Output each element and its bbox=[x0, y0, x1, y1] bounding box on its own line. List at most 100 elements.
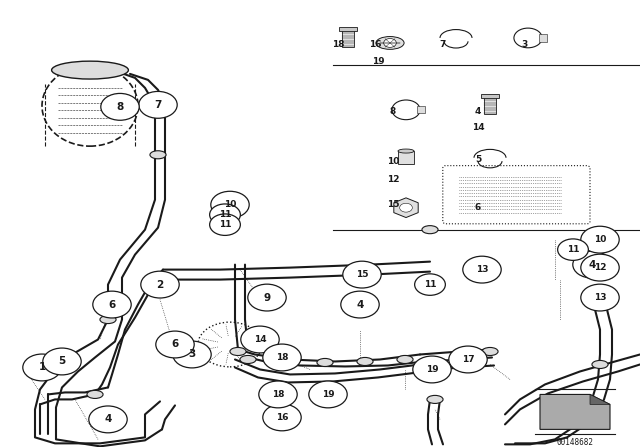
Circle shape bbox=[141, 271, 179, 298]
Text: 3: 3 bbox=[188, 349, 196, 359]
Text: 19: 19 bbox=[426, 365, 438, 374]
Circle shape bbox=[383, 39, 396, 47]
Text: 16: 16 bbox=[369, 40, 381, 49]
Ellipse shape bbox=[42, 65, 138, 146]
Text: 11: 11 bbox=[219, 210, 231, 219]
Text: 8: 8 bbox=[390, 108, 396, 116]
Ellipse shape bbox=[198, 322, 262, 367]
Text: 15: 15 bbox=[356, 270, 368, 279]
Circle shape bbox=[23, 354, 61, 381]
Bar bbox=[481, 94, 499, 98]
Text: 10: 10 bbox=[387, 157, 399, 166]
Circle shape bbox=[557, 239, 588, 260]
Circle shape bbox=[101, 94, 140, 120]
Text: 3: 3 bbox=[522, 40, 528, 49]
Text: 10: 10 bbox=[594, 235, 606, 244]
Ellipse shape bbox=[52, 61, 129, 79]
Circle shape bbox=[211, 191, 249, 218]
Text: 7: 7 bbox=[440, 40, 446, 49]
Ellipse shape bbox=[100, 315, 116, 323]
Ellipse shape bbox=[317, 358, 333, 366]
Text: 16: 16 bbox=[276, 413, 288, 422]
Text: 5: 5 bbox=[58, 357, 66, 366]
Ellipse shape bbox=[397, 355, 413, 363]
Text: 13: 13 bbox=[476, 265, 488, 274]
Text: 8: 8 bbox=[116, 102, 124, 112]
Ellipse shape bbox=[87, 390, 103, 398]
Circle shape bbox=[43, 348, 81, 375]
Circle shape bbox=[573, 251, 611, 278]
Bar bbox=[342, 29, 354, 47]
Circle shape bbox=[309, 381, 348, 408]
Ellipse shape bbox=[398, 149, 414, 153]
Text: 4: 4 bbox=[588, 259, 596, 270]
Circle shape bbox=[248, 284, 286, 311]
Circle shape bbox=[93, 291, 131, 318]
Circle shape bbox=[210, 204, 241, 225]
Text: 11: 11 bbox=[424, 280, 436, 289]
Circle shape bbox=[413, 356, 451, 383]
Circle shape bbox=[343, 261, 381, 288]
Text: 14: 14 bbox=[253, 335, 266, 344]
Text: 4: 4 bbox=[475, 108, 481, 116]
Text: 18: 18 bbox=[276, 353, 288, 362]
Bar bbox=[339, 26, 356, 31]
Text: 5: 5 bbox=[475, 155, 481, 164]
Bar bbox=[398, 151, 414, 164]
Circle shape bbox=[139, 91, 177, 118]
Ellipse shape bbox=[482, 348, 498, 356]
Text: 6: 6 bbox=[108, 300, 116, 310]
Text: 12: 12 bbox=[387, 175, 399, 184]
Text: 11: 11 bbox=[219, 220, 231, 229]
Circle shape bbox=[263, 344, 301, 371]
Text: 7: 7 bbox=[154, 100, 162, 110]
Ellipse shape bbox=[376, 37, 404, 49]
Text: 18: 18 bbox=[272, 390, 284, 399]
Text: 6: 6 bbox=[172, 340, 179, 349]
Text: 19: 19 bbox=[322, 390, 334, 399]
Ellipse shape bbox=[427, 396, 443, 404]
Circle shape bbox=[341, 291, 380, 318]
Text: 00148682: 00148682 bbox=[557, 438, 593, 447]
Text: 2: 2 bbox=[156, 280, 164, 289]
Circle shape bbox=[399, 203, 412, 212]
Text: 13: 13 bbox=[594, 293, 606, 302]
Ellipse shape bbox=[592, 361, 608, 369]
Text: 6: 6 bbox=[475, 203, 481, 212]
Text: 19: 19 bbox=[372, 57, 384, 66]
Text: 17: 17 bbox=[461, 355, 474, 364]
Text: 11: 11 bbox=[567, 245, 579, 254]
Bar bbox=[484, 95, 496, 114]
Polygon shape bbox=[540, 394, 610, 429]
Ellipse shape bbox=[357, 358, 373, 366]
Text: 15: 15 bbox=[387, 200, 399, 209]
Bar bbox=[539, 34, 547, 42]
Text: 4: 4 bbox=[356, 300, 364, 310]
Text: 4: 4 bbox=[104, 414, 112, 424]
Text: 14: 14 bbox=[472, 123, 484, 132]
Circle shape bbox=[581, 226, 620, 253]
Circle shape bbox=[581, 284, 620, 311]
Circle shape bbox=[156, 331, 194, 358]
Circle shape bbox=[415, 274, 445, 295]
Text: 1: 1 bbox=[38, 362, 45, 372]
Text: 10: 10 bbox=[224, 200, 236, 209]
Polygon shape bbox=[394, 198, 418, 218]
Circle shape bbox=[581, 254, 620, 281]
Ellipse shape bbox=[240, 355, 256, 363]
Circle shape bbox=[173, 341, 211, 368]
Circle shape bbox=[263, 404, 301, 431]
Circle shape bbox=[210, 214, 241, 235]
Text: 18: 18 bbox=[332, 40, 344, 49]
Ellipse shape bbox=[150, 151, 166, 159]
Circle shape bbox=[89, 406, 127, 433]
Ellipse shape bbox=[230, 348, 246, 356]
Text: 9: 9 bbox=[264, 293, 271, 302]
Circle shape bbox=[259, 381, 297, 408]
Circle shape bbox=[449, 346, 487, 373]
Text: 12: 12 bbox=[594, 263, 606, 272]
Polygon shape bbox=[590, 394, 610, 405]
Bar bbox=[417, 106, 424, 113]
Ellipse shape bbox=[422, 226, 438, 234]
Circle shape bbox=[241, 326, 279, 353]
